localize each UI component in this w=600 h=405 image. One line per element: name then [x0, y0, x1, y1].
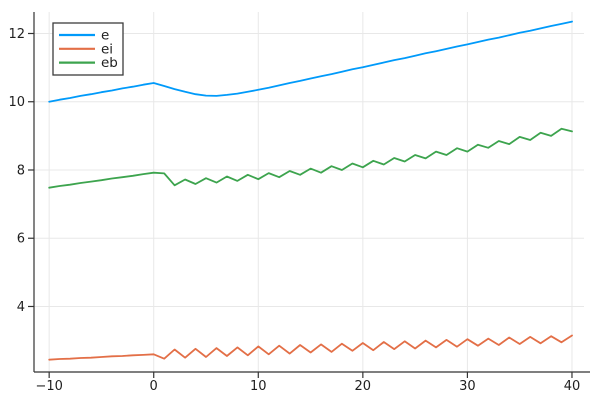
axes — [28, 12, 590, 378]
series-line-eb — [48, 127, 573, 189]
x-tick-label: 10 — [250, 379, 267, 394]
x-tick-label: 40 — [564, 379, 581, 394]
y-tick-label: 12 — [8, 27, 25, 42]
y-tick-label: 6 — [17, 232, 25, 247]
y-tick-label: 10 — [8, 95, 25, 110]
legend-label-eb: eb — [101, 55, 118, 71]
x-tick-label: 0 — [150, 379, 158, 394]
legend-label-e: e — [101, 28, 109, 44]
x-tick-label: 30 — [459, 379, 476, 394]
legend-label-ei: ei — [101, 41, 113, 57]
series-line-e — [48, 20, 573, 103]
series-line-ei — [48, 334, 573, 361]
x-tick-label: 20 — [355, 379, 372, 394]
x-tick-label: −10 — [35, 379, 62, 394]
y-tick-label: 8 — [17, 164, 25, 179]
y-tick-label: 4 — [17, 300, 25, 315]
tick-labels: −10 0 10 20 30 40 4 6 8 10 12 — [8, 27, 580, 394]
